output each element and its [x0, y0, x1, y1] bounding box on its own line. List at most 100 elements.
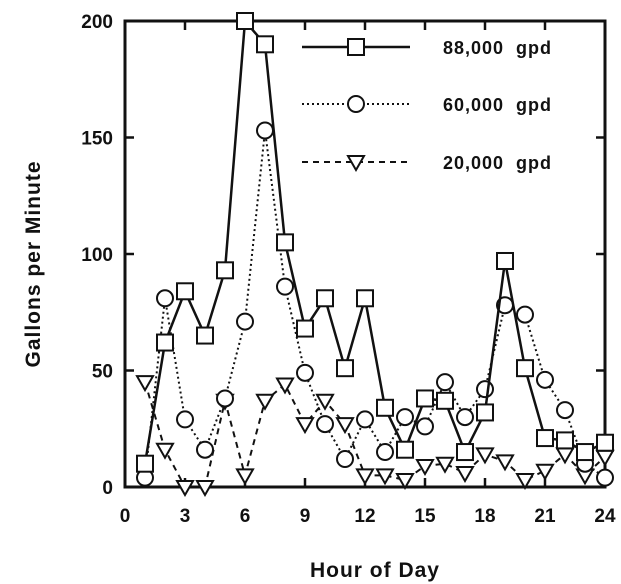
data-point-circle [156, 289, 174, 308]
data-point-square [496, 251, 514, 270]
y-tick-label: 100 [81, 245, 113, 266]
data-point-square [136, 454, 154, 473]
x-tick-label: 18 [474, 506, 495, 527]
data-point-circle [256, 121, 274, 140]
series-88-000-gpd [136, 12, 614, 473]
data-point-triangle-down [295, 417, 315, 435]
data-point-circle [356, 410, 374, 429]
data-point-circle [236, 312, 254, 331]
data-point-square [456, 443, 474, 462]
data-point-circle [596, 468, 614, 487]
legend-item: 20,000 gpd [302, 153, 552, 173]
x-tick-label: 9 [300, 506, 311, 527]
data-point-square [556, 431, 574, 450]
data-point-triangle-down [355, 468, 375, 486]
data-point-triangle-down [135, 375, 155, 393]
data-point-circle [396, 408, 414, 427]
y-axis-title: Gallons per Minute [22, 160, 45, 367]
data-point-square [256, 35, 274, 54]
x-tick-label: 24 [594, 506, 616, 527]
legend: 88,000 gpd 60,000 gpd 20,000 gpd [302, 38, 552, 173]
legend-item: 88,000 gpd [302, 38, 552, 58]
data-point-circle [456, 408, 474, 427]
data-point-circle [476, 380, 494, 399]
data-point-circle [196, 440, 214, 459]
legend-label: 60,000 gpd [443, 95, 552, 115]
data-point-square [476, 403, 494, 422]
data-point-circle [276, 277, 294, 296]
x-tick-label: 3 [180, 506, 191, 527]
data-point-square [156, 333, 174, 352]
data-point-circle [516, 305, 534, 324]
x-tick-label: 15 [414, 506, 436, 527]
y-tick-label: 200 [81, 12, 113, 33]
data-point-triangle-down [195, 480, 215, 498]
x-axis-title: Hour of Day [310, 559, 440, 582]
x-tick-label: 0 [120, 506, 131, 527]
data-point-square [396, 440, 414, 459]
data-point-square [336, 359, 354, 378]
data-point-square [236, 12, 254, 30]
data-point-square [516, 359, 534, 378]
data-point-square [416, 389, 434, 408]
series-line [144, 130, 606, 479]
data-point-triangle-down [235, 468, 255, 486]
data-point-triangle-down [515, 473, 535, 491]
legend-label: 88,000 gpd [443, 38, 552, 58]
series-line [143, 17, 606, 464]
legend-marker-circle [347, 95, 365, 113]
data-point-circle [316, 415, 334, 434]
data-point-square [276, 233, 294, 252]
series-60-000-gpd [136, 121, 614, 487]
data-point-triangle-down [435, 456, 455, 474]
data-point-square [196, 326, 214, 345]
data-point-triangle-down [395, 473, 415, 491]
data-point-circle [216, 389, 234, 408]
data-point-triangle-down [475, 447, 495, 465]
legend-marker-square [347, 38, 365, 56]
data-point-circle [416, 417, 434, 436]
data-point-square [536, 429, 554, 448]
data-point-square [436, 391, 454, 410]
data-point-triangle-down [315, 393, 335, 411]
data-point-triangle-down [415, 459, 435, 477]
data-point-square [216, 261, 234, 280]
data-point-circle [376, 443, 394, 462]
data-point-triangle-down [175, 480, 195, 498]
y-tick-label: 150 [81, 129, 113, 150]
data-point-circle [296, 363, 314, 382]
data-point-triangle-down [255, 393, 275, 411]
y-tick-label: 50 [92, 362, 113, 383]
data-point-square [376, 398, 394, 417]
data-point-square [596, 433, 614, 452]
x-tick-label: 21 [534, 506, 556, 527]
data-point-square [316, 289, 334, 308]
data-point-triangle-down [535, 463, 555, 481]
axis-labels-group: 0 3 6 9 12 15 18 21 24 0 50 100 150 200 Hour of Day Gal… [22, 12, 616, 582]
data-point-circle [176, 410, 194, 429]
data-point-triangle-down [335, 417, 355, 435]
data-point-triangle-down [275, 377, 295, 395]
data-point-circle [556, 401, 574, 420]
x-tick-label: 12 [354, 506, 375, 527]
data-point-circle [336, 450, 354, 469]
data-point-circle [436, 373, 454, 392]
data-point-triangle-down [455, 466, 475, 484]
y-tick-label: 0 [102, 478, 113, 499]
data-point-triangle-down [155, 442, 175, 460]
x-tick-label: 6 [240, 506, 251, 527]
data-point-square [176, 282, 194, 301]
legend-label: 20,000 gpd [443, 153, 552, 173]
data-point-square [356, 289, 374, 308]
series-group [135, 12, 615, 498]
legend-marker-triangle-down [346, 155, 366, 173]
data-point-triangle-down [375, 468, 395, 486]
data-point-triangle-down [495, 454, 515, 472]
plot-frame-group [123, 19, 607, 489]
legend-item: 60,000 gpd [302, 95, 552, 115]
data-point-square [296, 319, 314, 338]
data-point-circle [536, 370, 554, 389]
data-point-triangle-down [555, 447, 575, 465]
data-point-square [576, 443, 594, 462]
